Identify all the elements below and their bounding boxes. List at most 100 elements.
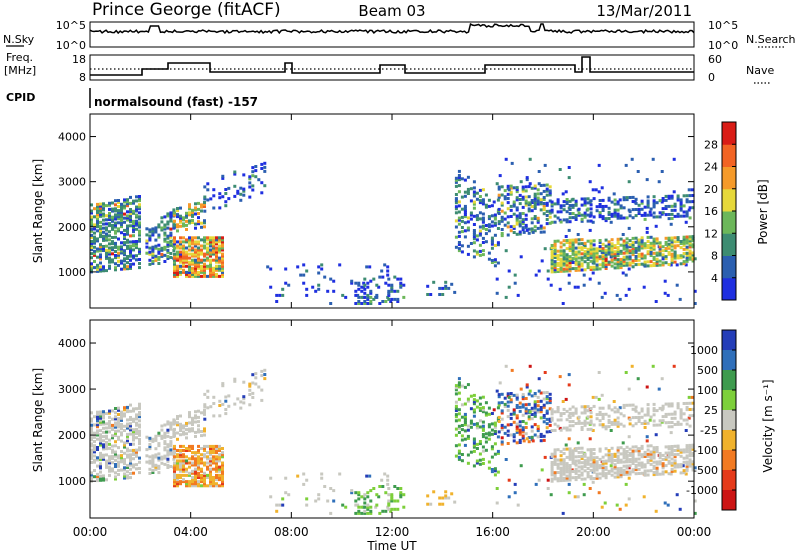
power-cell: [604, 260, 608, 264]
power-cell: [185, 211, 188, 215]
power-cell: [685, 251, 689, 255]
velocity-cell: [129, 453, 132, 457]
velocity-cell: [613, 406, 617, 410]
velocity-cell: [646, 452, 650, 456]
velocity-cell: [188, 411, 191, 415]
power-cell: [126, 214, 129, 218]
power-cell: [311, 285, 315, 289]
power-cell: [154, 244, 158, 248]
power-cell: [111, 248, 114, 252]
velocity-cell: [582, 482, 586, 486]
velocity-cell: [90, 473, 93, 477]
y-tick-label: 2000: [58, 429, 86, 442]
velocity-cell: [176, 453, 179, 457]
power-cell: [221, 272, 224, 276]
velocity-cell: [200, 478, 203, 482]
velocity-cell: [93, 454, 96, 458]
power-cell: [93, 237, 96, 241]
power-cell: [545, 218, 549, 221]
velocity-cell: [507, 495, 511, 499]
velocity-cell: [218, 476, 221, 479]
velocity-cell: [481, 395, 485, 399]
power-cell: [673, 202, 677, 206]
power-cell: [550, 256, 554, 260]
velocity-cell: [628, 422, 632, 426]
power-cell: [577, 266, 581, 270]
velocity-cell: [660, 377, 664, 381]
velocity-cell: [123, 443, 126, 447]
velocity-cell: [281, 497, 285, 501]
velocity-cell: [553, 452, 557, 456]
power-cell: [357, 287, 361, 291]
velocity-cell: [154, 434, 158, 438]
power-cell: [640, 240, 644, 244]
power-cell: [553, 268, 557, 272]
power-cell: [108, 256, 111, 260]
velocity-cell: [595, 464, 599, 468]
power-cell: [589, 239, 593, 243]
velocity-cell: [503, 396, 507, 400]
velocity-cell: [637, 449, 641, 453]
velocity-cell: [108, 465, 111, 469]
velocity-cell: [643, 426, 647, 429]
power-cell: [634, 208, 638, 211]
velocity-cell: [571, 470, 575, 473]
power-cell: [586, 266, 590, 270]
velocity-cell: [209, 478, 212, 482]
power-cell: [396, 277, 400, 281]
velocity-cell: [657, 387, 661, 391]
power-cell: [96, 263, 99, 267]
velocity-cell: [589, 462, 593, 466]
power-cell: [589, 243, 593, 247]
velocity-cell: [592, 448, 596, 451]
power-cell: [688, 253, 692, 257]
velocity-cell: [105, 434, 108, 438]
power-cell: [129, 212, 132, 216]
velocity-cell: [589, 427, 593, 431]
velocity-cell: [512, 408, 516, 412]
power-cell: [636, 170, 640, 173]
velocity-cell: [188, 447, 191, 450]
power-cell: [580, 264, 584, 268]
power-cell: [533, 204, 537, 208]
power-cell: [123, 249, 126, 253]
velocity-cell: [96, 464, 99, 468]
power-cell: [194, 258, 197, 262]
velocity-cell: [607, 425, 611, 429]
velocity-cell: [108, 473, 111, 477]
velocity-cell: [487, 412, 491, 416]
power-cell: [478, 225, 482, 229]
power-cell: [610, 252, 614, 256]
power-cell: [669, 263, 673, 267]
velocity-cell: [138, 425, 141, 429]
power-cell: [117, 209, 120, 213]
power-cell: [182, 260, 185, 264]
power-cell: [536, 192, 540, 196]
power-cell: [565, 261, 569, 265]
velocity-cell: [269, 476, 273, 480]
power-cell: [102, 247, 105, 250]
velocity-cell: [260, 374, 264, 378]
power-cell: [658, 243, 662, 247]
power-cell: [487, 217, 491, 221]
velocity-cell: [218, 399, 222, 403]
velocity-cell: [500, 411, 504, 415]
power-cell: [550, 262, 554, 266]
power-cell: [627, 267, 631, 271]
velocity-cell: [530, 406, 534, 410]
power-cell: [138, 233, 141, 237]
power-cell: [550, 252, 554, 256]
power-cell: [102, 212, 105, 216]
velocity-cell: [545, 397, 549, 401]
velocity-cell: [577, 415, 581, 419]
power-cell: [145, 227, 149, 231]
velocity-cell: [227, 404, 231, 408]
velocity-cell: [506, 429, 510, 433]
power-cell: [667, 263, 671, 266]
velocity-cell: [537, 377, 541, 381]
power-cell: [179, 216, 182, 220]
velocity-cell: [114, 431, 117, 435]
power-cell: [553, 260, 557, 264]
power-cell: [182, 236, 185, 240]
velocity-cell: [123, 424, 126, 428]
